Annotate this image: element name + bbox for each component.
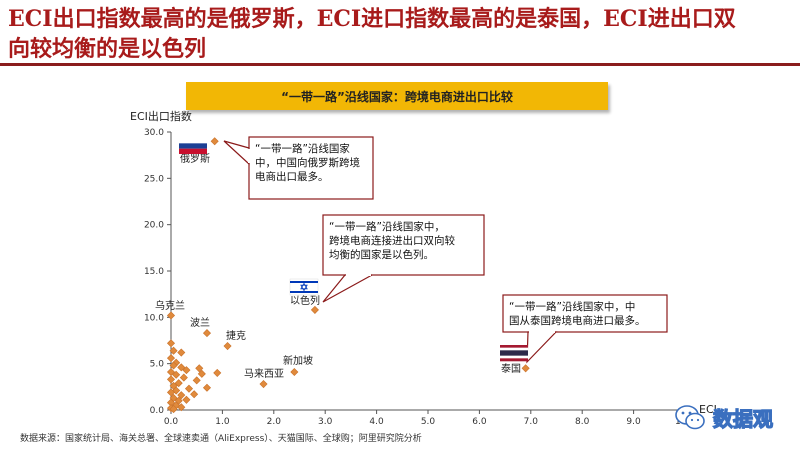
flag-russia [179,138,207,154]
x-tick-label: 9.0 [626,417,641,427]
flag-stripe [500,347,528,351]
chart-banner: “一带一路”沿线国家：跨境电商进出口比较 [186,82,608,110]
flag-stripe [179,148,207,154]
callout-text: “一带一路”沿线国家中， [329,220,445,233]
point-label: 波兰 [190,316,210,329]
headline-line-1: ECI出口指数最高的是俄罗斯，ECI进口指数最高的是泰国，ECI进出口双 [8,6,736,32]
data-point [166,375,176,384]
x-tick-label: 2.0 [267,417,282,427]
x-tick-label: 0.0 [164,417,179,427]
callout-text: 电商出口最多。 [255,170,329,183]
y-tick-label: 10.0 [144,313,164,323]
point-label: 新加坡 [283,354,313,367]
callout-text: “一带一路”沿线国家 [255,142,350,155]
callout-text: 跨境电商连接进出口双向较 [329,234,455,247]
data-point [166,311,176,320]
source-note: 数据来源：国家统计局、海关总署、全球速卖通（AliExpress）、天猫国际、全… [20,434,422,444]
flag-stripe [500,350,528,356]
data-point [166,354,176,363]
x-tick-label: 1.0 [215,417,230,427]
wechat-icon [675,405,705,430]
data-point [223,342,232,351]
data-point [213,368,222,377]
data-point [169,405,178,414]
callout-box [322,214,485,276]
flag-star [300,282,308,290]
data-point [182,395,191,404]
callout-pointer [322,274,373,303]
data-point [202,383,212,392]
data-point [177,348,186,357]
x-tick-label: 4.0 [369,417,384,427]
data-point [177,403,186,412]
data-point [202,329,212,338]
x-tick-label: 5.0 [421,417,436,427]
x-tick-label: 3.0 [318,417,333,427]
headline: ECI出口指数最高的是俄罗斯，ECI进口指数最高的是泰国，ECI进出口双 向较均… [8,4,793,64]
data-point [174,379,183,388]
callout-text: 均衡的国家是以色列。 [329,248,434,261]
point-label: 以色列 [290,294,320,307]
data-point [210,137,219,146]
flag-stripe [500,345,528,348]
y-tick-label: 20.0 [144,221,164,231]
data-point [310,305,319,314]
data-point [182,366,191,375]
callout-text: “一带一路”沿线国家中，中 [509,300,635,313]
flag-stripe [290,291,318,293]
y-tick-label: 0.0 [150,406,165,416]
data-point [195,364,204,373]
y-axis-label: ECI出口指数 [130,109,192,123]
data-point [172,386,181,395]
data-point [169,361,178,370]
point-label: 马来西亚 [244,368,284,380]
x-tick-label: 7.0 [524,417,539,427]
point-label: 捷克 [226,329,246,342]
flag-israel [289,278,319,296]
flag-star [300,284,308,292]
y-tick-label: 30.0 [144,128,164,138]
flag-stripe [290,281,318,283]
callout-box [248,136,374,200]
data-point [521,364,530,373]
flag-stripe [500,358,528,362]
data-point [192,376,201,385]
x-axis-label: ECI [699,403,717,416]
flag-stripe [179,143,207,149]
data-point [177,391,186,400]
x-tick-label: 6.0 [472,417,487,427]
data-point [197,369,206,378]
title-rule [0,63,800,66]
point-label: 泰国 [501,362,521,375]
headline-line-2: 向较均衡的是以色列 [8,36,207,62]
data-point [166,339,176,348]
data-point [290,367,299,377]
watermark-text: 数据观 [712,406,773,431]
x-tick-label: 8.0 [575,417,590,427]
y-tick-label: 15.0 [144,267,164,277]
callout-text: 国从泰国跨境电商进口最多。 [509,314,646,327]
point-label: 俄罗斯 [180,152,210,165]
flag-stripe [179,138,207,144]
data-point [177,363,186,372]
data-point [172,370,181,379]
data-point [166,388,176,397]
point-label: 乌克兰 [155,299,185,312]
y-tick-label: 5.0 [150,360,165,370]
data-point [259,380,268,389]
data-point [179,373,188,382]
data-point [169,346,178,355]
y-tick-label: 25.0 [144,174,164,184]
data-point [190,390,199,399]
flag-thailand [500,345,528,362]
callout-pointer [526,331,558,364]
callout-text: 中，中国向俄罗斯跨境 [255,156,360,169]
watermark: 数据观 [673,400,774,434]
data-point [184,384,194,393]
flag-stripe [500,355,528,359]
callout-pointer [223,140,250,166]
callout-box [502,294,668,333]
